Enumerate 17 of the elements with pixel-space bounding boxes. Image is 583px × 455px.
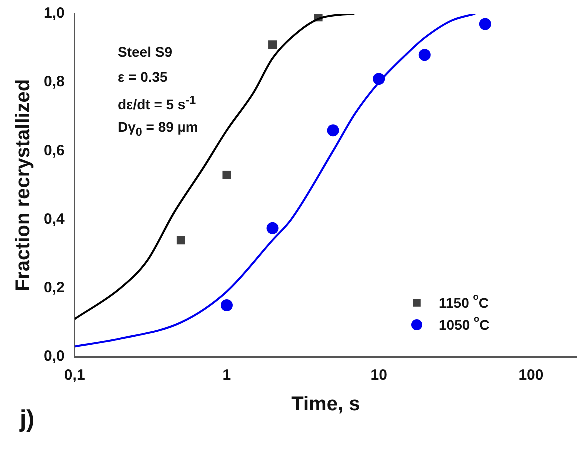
annotation: Dγ$_{0}$ = 89 µm [118,119,198,139]
annotation: Steel S9 [118,44,172,60]
x-axis-title: Time, s [292,394,360,416]
x-tick-label: 0,1 [64,367,86,384]
text: j) [20,406,35,434]
annotation: ε = 0.35 [118,69,168,85]
y-tick-label: 1,0 [44,5,65,22]
y-axis-title: Fraction recrystallized [12,79,35,292]
x-tick-label: 10 [370,367,388,384]
y-tick-label: 0,0 [44,348,65,366]
y-tick-label: 0,4 [44,210,66,228]
y-tick-label: 0,2 [44,280,65,297]
y-tick-label: 0,8 [44,74,65,91]
x-tick-label: 100 [518,367,544,384]
y-tick-label: 0,6 [44,142,65,160]
x-tick-label: 1 [222,367,232,384]
annotation: dε/dt = 5 s$^{-1}$ [118,94,196,113]
